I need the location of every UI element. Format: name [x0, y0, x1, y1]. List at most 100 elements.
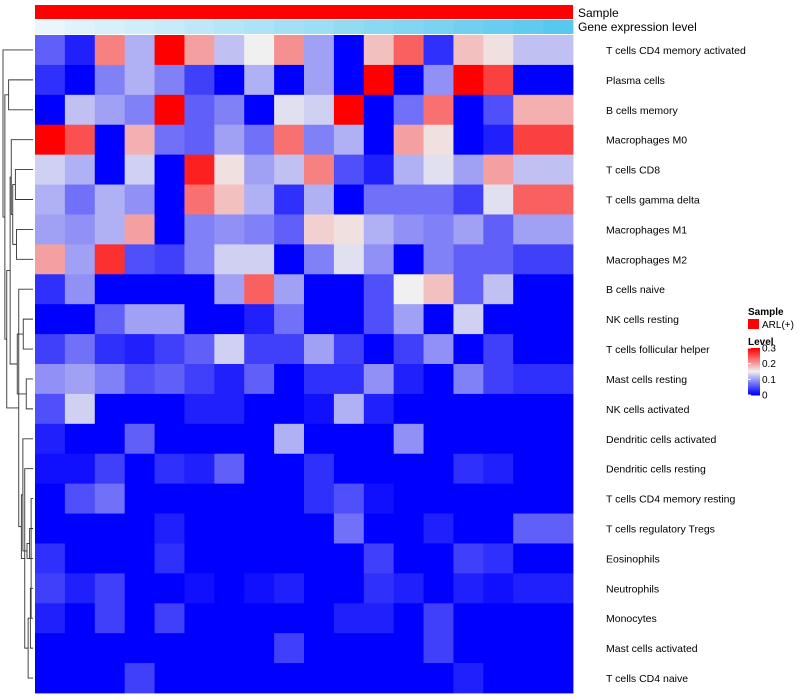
heatmap-cell: [333, 304, 365, 335]
heatmap-cell: [154, 214, 185, 245]
heatmap-cell: [94, 573, 126, 604]
heatmap-cell: [483, 603, 514, 634]
heatmap-cell: [35, 633, 66, 664]
heatmap-cell: [154, 543, 185, 574]
dendrogram-branch: [10, 139, 33, 215]
heatmap-cell: [184, 423, 215, 455]
row-label: Plasma cells: [606, 75, 665, 87]
heatmap-cell: [154, 603, 185, 634]
row-label: NK cells resting: [606, 314, 679, 326]
legend-gradient-step: [748, 363, 760, 365]
legend-gradient-step: [748, 371, 760, 373]
legend-gradient-step: [748, 393, 760, 395]
heatmap-cell: [154, 423, 185, 455]
heatmap-cell: [333, 64, 365, 96]
heatmap-cell: [363, 184, 395, 215]
heatmap-cell: [483, 483, 514, 514]
expression-annotation-bar: [35, 20, 574, 34]
row-label: Monocytes: [606, 613, 657, 625]
expression-annotation-label: Gene expression level: [578, 20, 697, 34]
heatmap-cell: [363, 334, 395, 365]
heatmap-cell: [393, 35, 424, 66]
heatmap-cell: [244, 543, 275, 574]
heatmap-cell: [304, 453, 335, 485]
heatmap-cell: [423, 334, 454, 365]
heatmap-cell: [124, 423, 155, 455]
heatmap-cell: [35, 423, 66, 455]
heatmap-cell: [304, 483, 335, 514]
heatmap-cell: [543, 453, 574, 485]
expression-annotation-cell: [94, 20, 126, 34]
heatmap-cell: [393, 214, 424, 245]
row-label: Dendritic cells activated: [606, 434, 716, 446]
heatmap-cell: [64, 603, 96, 634]
heatmap-cell: [64, 543, 96, 574]
heatmap-cell: [393, 124, 424, 156]
heatmap-cell: [244, 124, 275, 156]
heatmap-cell: [543, 543, 574, 574]
heatmap-cell: [184, 393, 215, 425]
heatmap-cell: [423, 274, 454, 305]
heatmap-cell: [333, 214, 365, 245]
heatmap-cell: [363, 513, 395, 544]
row-dendrogram: [2, 49, 33, 679]
heatmap-cell: [333, 633, 365, 664]
heatmap-cell: [423, 573, 454, 604]
heatmap-cell: [94, 154, 126, 185]
heatmap-cell: [513, 393, 544, 425]
row-label: T cells CD4 memory resting: [606, 494, 735, 506]
heatmap-cell: [274, 214, 305, 245]
heatmap-cell: [214, 184, 245, 215]
heatmap-cell: [423, 633, 454, 664]
heatmap-cell: [513, 334, 544, 365]
heatmap-cell: [543, 154, 574, 185]
heatmap-cell: [214, 94, 245, 126]
expression-annotation-cell: [543, 20, 574, 34]
heatmap-cell: [244, 573, 275, 604]
heatmap-cell: [423, 603, 454, 634]
heatmap-cell: [453, 304, 484, 335]
heatmap-cell: [35, 274, 66, 305]
heatmap-cell: [214, 453, 245, 485]
legend-gradient-step: [748, 359, 760, 361]
heatmap-cell: [333, 334, 365, 365]
heatmap-cell: [124, 633, 155, 664]
heatmap-cell: [154, 274, 185, 305]
heatmap-cell: [483, 304, 514, 335]
heatmap-cell: [363, 453, 395, 485]
heatmap-cell: [423, 663, 454, 694]
heatmap-cell: [244, 393, 275, 425]
legend-gradient-step: [748, 390, 760, 392]
heatmap-cell: [184, 214, 215, 245]
heatmap-cell: [333, 244, 365, 275]
expression-annotation-cell: [274, 20, 305, 34]
heatmap-cell: [363, 423, 395, 455]
row-label: Macrophages M1: [606, 224, 687, 236]
legend-gradient-step: [748, 384, 760, 386]
heatmap-cell: [124, 663, 155, 694]
legend-gradient-step: [748, 361, 760, 363]
heatmap-cell: [94, 94, 126, 126]
heatmap-cell: [543, 334, 574, 365]
legend-gradient-step: [748, 355, 760, 357]
legend-tick-label: 0: [762, 391, 768, 402]
heatmap-cell: [333, 423, 365, 455]
heatmap-cell: [393, 304, 424, 335]
heatmap-cell: [393, 633, 424, 664]
row-label: T cells regulatory Tregs: [606, 524, 715, 536]
heatmap-cell: [274, 483, 305, 514]
heatmap-cell: [154, 513, 185, 544]
heatmap-cell: [214, 154, 245, 185]
legend-gradient-step: [748, 382, 760, 384]
heatmap-cell: [483, 543, 514, 574]
heatmap-cell: [363, 274, 395, 305]
heatmap-cell: [333, 184, 365, 215]
heatmap-cell: [184, 64, 215, 96]
heatmap-cell: [393, 513, 424, 544]
heatmap-cell: [244, 423, 275, 455]
heatmap-cell: [274, 393, 305, 425]
heatmap-cell: [244, 184, 275, 215]
heatmap-cell: [154, 364, 185, 395]
heatmap-cell: [453, 35, 484, 66]
legend-tick-label: 0.3: [762, 344, 776, 355]
